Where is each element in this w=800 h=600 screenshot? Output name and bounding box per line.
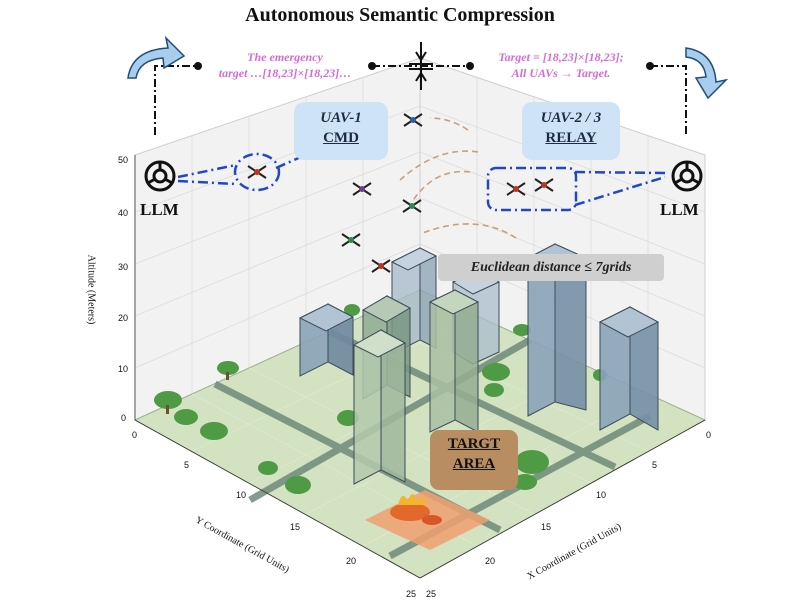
llm-right-label: LLM bbox=[660, 200, 699, 219]
flight-paths bbox=[399, 117, 517, 239]
llm-left-label: LLM bbox=[140, 200, 179, 219]
uav1-callout-title: UAV-1 bbox=[320, 110, 362, 126]
tree-icon bbox=[344, 304, 360, 316]
trees bbox=[154, 304, 607, 494]
right-message-line2: All UAVs → Target. bbox=[511, 66, 611, 80]
openai-logo-icon bbox=[144, 160, 176, 192]
drone-icon bbox=[352, 182, 372, 196]
uav1-callout: UAV-1 CMD bbox=[294, 102, 388, 160]
left-message-line1: The emergency bbox=[247, 50, 323, 64]
uav23-callout-title: UAV-2 / 3 bbox=[540, 110, 602, 126]
building-front-green-right bbox=[428, 289, 480, 433]
uav1-callout-role: CMD bbox=[323, 130, 359, 146]
y-tick: 20 bbox=[346, 556, 357, 566]
building-far-right bbox=[598, 306, 660, 431]
compress-icon bbox=[409, 42, 433, 90]
left-message-line2: target …[18,23]×[18,23]… bbox=[218, 66, 352, 80]
drone-icon bbox=[247, 165, 267, 179]
tree-icon bbox=[174, 409, 198, 425]
z-tick: 50 bbox=[118, 155, 129, 165]
left-message: The emergency target …[18,23]×[18,23]… bbox=[196, 49, 374, 81]
drone-icon bbox=[402, 199, 422, 213]
y-tick: 25 bbox=[406, 589, 417, 599]
drone-icon bbox=[534, 178, 554, 192]
tree-icon bbox=[154, 391, 182, 414]
z-axis-title: Altitude (Meters) bbox=[85, 254, 97, 325]
z-tick: 10 bbox=[118, 364, 129, 374]
tree-icon bbox=[482, 363, 510, 381]
tree-icon bbox=[513, 324, 531, 336]
building-tall-right bbox=[526, 243, 588, 417]
x-tick: 25 bbox=[426, 589, 437, 599]
uav-link-lines bbox=[177, 150, 666, 212]
building-left bbox=[298, 303, 355, 377]
axis-lines bbox=[134, 155, 706, 579]
z-tick: 30 bbox=[118, 262, 129, 272]
tree-icon bbox=[513, 474, 537, 490]
openai-logo-icon bbox=[671, 160, 703, 192]
rotate-arrow-icon bbox=[685, 47, 729, 100]
y-tick: 15 bbox=[290, 522, 301, 532]
z-tick: 0 bbox=[121, 413, 127, 423]
tree-icon bbox=[217, 361, 239, 380]
drone-icon bbox=[341, 233, 361, 247]
y-tick: 0 bbox=[132, 430, 138, 440]
x-tick: 20 bbox=[485, 556, 496, 566]
drones bbox=[247, 113, 554, 273]
tree-icon bbox=[258, 461, 278, 475]
link-dots bbox=[194, 62, 654, 70]
target-area-line2: AREA bbox=[452, 456, 496, 472]
z-tick: 20 bbox=[118, 313, 129, 323]
x-tick: 15 bbox=[541, 522, 552, 532]
building-front-green-left bbox=[352, 329, 407, 485]
z-tick: 40 bbox=[118, 208, 129, 218]
target-heat-area bbox=[365, 490, 490, 550]
tree-icon bbox=[200, 422, 228, 440]
target-area-label: TARGT AREA bbox=[430, 430, 518, 490]
rotate-arrow-icon bbox=[127, 35, 186, 79]
right-message: Target = [18,23]×[18,23]; All UAVs → Tar… bbox=[468, 49, 654, 81]
uav23-callout: UAV-2 / 3 RELAY bbox=[522, 102, 620, 160]
x-tick: 0 bbox=[706, 430, 712, 440]
uav23-callout-role: RELAY bbox=[545, 130, 597, 146]
target-area-line1: TARGT bbox=[447, 436, 501, 452]
x-tick: 10 bbox=[596, 490, 607, 500]
y-tick: 5 bbox=[184, 460, 190, 470]
drone-icon bbox=[371, 259, 391, 273]
y-tick: 10 bbox=[236, 490, 247, 500]
buildings bbox=[298, 243, 660, 485]
right-message-line1: Target = [18,23]×[18,23]; bbox=[498, 50, 624, 64]
fire-icon bbox=[398, 494, 426, 505]
x-tick: 5 bbox=[652, 460, 658, 470]
distance-label: Euclidean distance ≤ 7grids bbox=[438, 254, 664, 281]
drone-icon bbox=[506, 182, 526, 196]
page-title: Autonomous Semantic Compression bbox=[245, 4, 555, 26]
drone-icon bbox=[403, 113, 423, 127]
tree-icon bbox=[484, 383, 504, 397]
tree-icon bbox=[285, 476, 311, 494]
tree-icon bbox=[515, 450, 549, 474]
